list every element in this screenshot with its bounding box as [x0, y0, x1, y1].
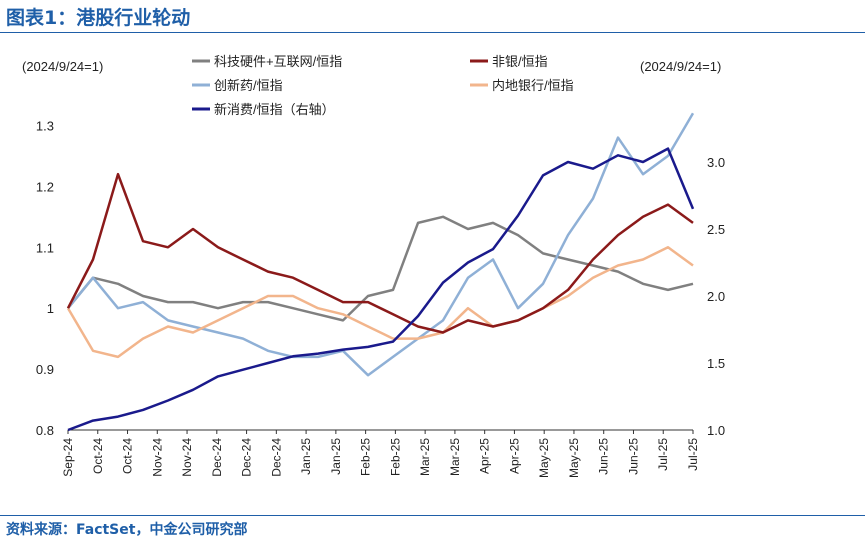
- x-tick-label: Oct-24: [121, 438, 135, 474]
- x-tick-label: Nov-24: [150, 438, 164, 477]
- right-tick-label: 1.5: [707, 356, 725, 371]
- x-tick-label: Feb-25: [388, 438, 402, 476]
- x-tick-label: Jul-25: [686, 438, 700, 471]
- top-divider: [0, 32, 865, 33]
- legend-label: 新消费/恒指（右轴）: [214, 102, 335, 117]
- right-tick-label: 3.0: [707, 155, 725, 170]
- chart-area: (2024/9/24=1) (2024/9/24=1) 科技硬件+互联网/恒指 非…: [22, 54, 725, 478]
- left-tick-label: 0.8: [36, 423, 54, 438]
- series-line-new_consumption: [67, 147, 695, 432]
- series-lines: [66, 112, 695, 432]
- x-tick-label: Oct-24: [91, 438, 105, 474]
- page-title: 图表1：港股行业轮动: [6, 7, 191, 29]
- x-tick-label: Jul-25: [656, 438, 670, 471]
- right-tick-label: 1.0: [707, 423, 725, 438]
- x-tick-label: Jun-25: [626, 438, 640, 475]
- x-tick-label: Mar-25: [418, 438, 432, 476]
- x-tick-label: May-25: [537, 438, 551, 478]
- x-tick-label: Dec-24: [269, 438, 283, 477]
- x-tick-label: Jan-25: [299, 438, 313, 475]
- x-tick-label: Feb-25: [359, 438, 373, 476]
- left-tick-label: 1.3: [36, 118, 54, 133]
- right-tick-label: 2.5: [707, 222, 725, 237]
- bottom-divider: [0, 515, 865, 516]
- series-line-tech: [67, 215, 694, 322]
- x-tick-label: Apr-25: [507, 438, 521, 474]
- left-tick-label: 1.2: [36, 179, 54, 194]
- x-tick-label: Jun-25: [597, 438, 611, 475]
- x-tick-label: Nov-24: [180, 438, 194, 477]
- source-note: 资料来源：FactSet，中金公司研究部: [6, 522, 248, 538]
- x-tick-label: Jan-25: [329, 438, 343, 475]
- series-line-innovative_drug: [67, 112, 695, 377]
- x-tick-label: Dec-24: [240, 438, 254, 477]
- right-tick-label: 2.0: [707, 289, 725, 304]
- series-line-domestic_bank: [66, 246, 694, 359]
- left-axis-note: (2024/9/24=1): [22, 59, 103, 74]
- left-tick-label: 1: [47, 301, 54, 316]
- legend-label: 科技硬件+互联网/恒指: [214, 54, 342, 69]
- left-tick-label: 0.9: [36, 362, 54, 377]
- legend-label: 创新药/恒指: [214, 78, 283, 93]
- series-line-nonbank: [66, 172, 694, 334]
- legend-label: 非银/恒指: [492, 54, 548, 69]
- x-tick-label: Dec-24: [210, 438, 224, 477]
- x-tick-label: Apr-25: [478, 438, 492, 474]
- axes: 0.8 0.9 1 1.1 1.2 1.3 1.0 1.5 2.0 2.5 3.0 Sep-24 Oct…: [36, 118, 725, 478]
- right-axis-note: (2024/9/24=1): [640, 59, 721, 74]
- legend-label: 内地银行/恒指: [492, 78, 574, 93]
- x-tick-label: Mar-25: [448, 438, 462, 476]
- x-tick-label: May-25: [567, 438, 581, 478]
- left-tick-label: 1.1: [36, 240, 54, 255]
- x-tick-label: Sep-24: [61, 438, 75, 477]
